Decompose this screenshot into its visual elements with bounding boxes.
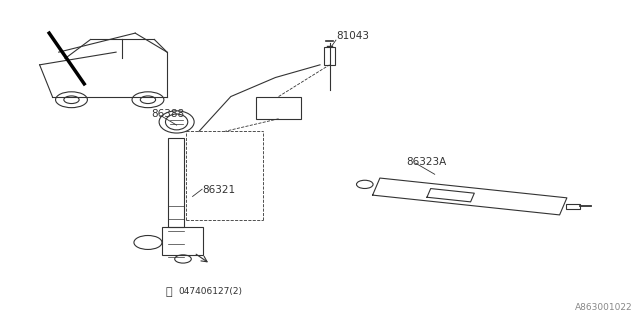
- Ellipse shape: [159, 111, 194, 133]
- Text: 047406127(2): 047406127(2): [179, 287, 243, 296]
- Bar: [324, 47, 335, 65]
- Text: 86321: 86321: [202, 185, 236, 195]
- Text: A863001022: A863001022: [575, 303, 632, 312]
- Bar: [256, 97, 301, 119]
- Text: Ⓢ: Ⓢ: [165, 287, 172, 297]
- Bar: [168, 138, 184, 227]
- Text: 81043: 81043: [336, 31, 369, 41]
- Bar: [566, 204, 580, 209]
- Text: 86323A: 86323A: [406, 156, 446, 167]
- Bar: [162, 227, 204, 255]
- Text: 86388: 86388: [151, 109, 184, 119]
- Ellipse shape: [166, 114, 188, 130]
